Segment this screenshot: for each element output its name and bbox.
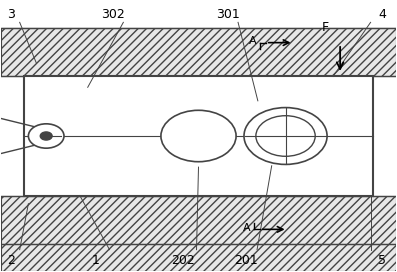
Text: F: F: [322, 21, 329, 34]
Text: 4: 4: [378, 8, 386, 21]
Text: 301: 301: [216, 8, 240, 21]
Text: 1: 1: [92, 254, 100, 267]
Circle shape: [256, 116, 315, 156]
Circle shape: [244, 108, 327, 164]
Bar: [1, 28, 396, 76]
Text: A: A: [249, 36, 256, 46]
Text: 202: 202: [171, 254, 195, 267]
Text: 5: 5: [378, 254, 386, 267]
Text: A: A: [243, 223, 251, 233]
Bar: [1, 76, 396, 196]
Text: 302: 302: [102, 8, 125, 21]
Bar: [1, 28, 396, 76]
Bar: [25, 76, 372, 196]
Bar: [1, 196, 396, 271]
Circle shape: [29, 124, 64, 148]
Circle shape: [40, 132, 52, 140]
Bar: [1, 196, 396, 244]
Text: 2: 2: [7, 254, 15, 267]
Text: 3: 3: [7, 8, 15, 21]
Circle shape: [161, 110, 236, 162]
Text: 201: 201: [234, 254, 258, 267]
